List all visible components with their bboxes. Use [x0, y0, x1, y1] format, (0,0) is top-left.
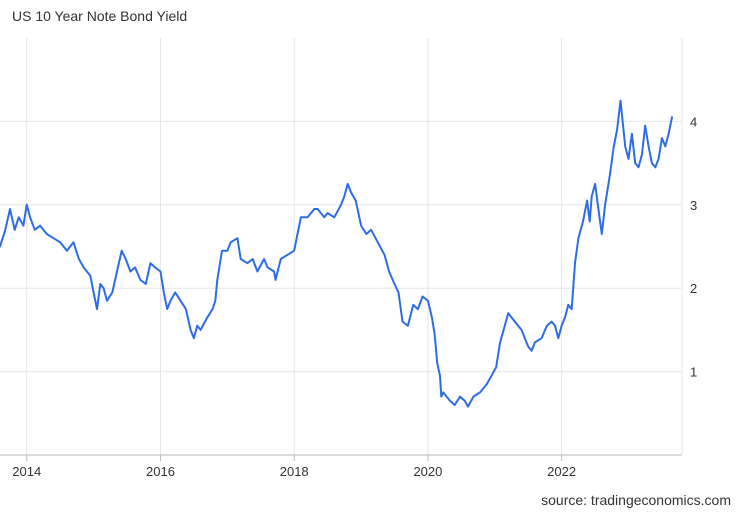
y-tick-label-3: 3 [690, 198, 697, 213]
source-note: source: tradingeconomics.com [541, 492, 731, 508]
y-axis-labels: 1 2 3 4 [690, 114, 697, 379]
x-tick-label-2016: 2016 [146, 464, 175, 479]
x-tick-label-2018: 2018 [280, 464, 309, 479]
y-tick-label-4: 4 [690, 114, 697, 129]
y-tick-label-1: 1 [690, 365, 697, 380]
x-tick-label-2020: 2020 [413, 464, 442, 479]
chart-title: US 10 Year Note Bond Yield [12, 8, 188, 24]
x-axis-labels: 2014 2016 2018 2020 2022 [12, 464, 576, 479]
y-tick-label-2: 2 [690, 281, 697, 296]
grid-lines [0, 38, 683, 461]
x-tick-label-2014: 2014 [12, 464, 41, 479]
x-tick-label-2022: 2022 [547, 464, 576, 479]
yield-series-line-0 [0, 99, 673, 408]
series-lines [0, 99, 673, 408]
